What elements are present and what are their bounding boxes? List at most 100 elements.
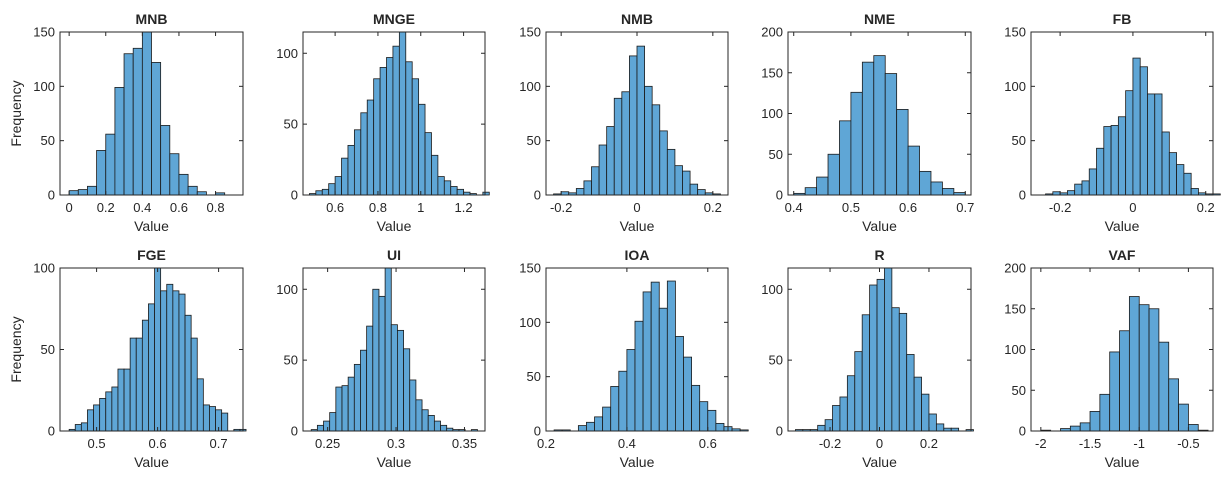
axes-box-mnb (59, 31, 244, 196)
histogram-bar-mnge-8 (360, 112, 368, 196)
histogram-bar-ui-6 (347, 376, 355, 432)
histogram-bar-fge-22 (202, 404, 210, 432)
histogram-bar-nme-2 (816, 176, 829, 196)
histogram-bar-r-11 (876, 278, 885, 432)
histogram-bar-nme-7 (873, 55, 886, 196)
histogram-bar-fb-10 (1117, 116, 1127, 196)
histogram-bar-mnge-27 (482, 191, 490, 196)
histogram-bar-fb-23 (1212, 193, 1221, 196)
histogram-bar-fb-16 (1161, 131, 1170, 196)
histogram-bar-nme-5 (850, 91, 863, 196)
y-tick-label-ui: 0 (291, 424, 298, 439)
x-axis-label-nmb: Value (620, 218, 655, 234)
histogram-bar-vaf-9 (1128, 296, 1140, 432)
histogram-bar-nme-9 (896, 109, 909, 196)
y-tick-label-fb: 0 (1019, 188, 1026, 203)
histogram-bar-mnb-9 (151, 62, 162, 196)
histogram-bar-nmb-8 (613, 97, 623, 196)
histogram-bar-ui-12 (384, 267, 392, 432)
histogram-bar-r-6 (839, 396, 848, 432)
histogram-bar-ui-10 (372, 288, 380, 432)
y-axis-label-mnb: Frequency (8, 80, 24, 146)
x-tick-label-mnb: 0.6 (170, 200, 188, 215)
y-tick-label-vaf: 100 (1004, 342, 1026, 357)
histogram-bar-ui-7 (353, 363, 361, 432)
histogram-bar-ioa-3 (577, 425, 587, 432)
histogram-bar-ui-17 (415, 399, 423, 432)
histogram-bar-ioa-7 (610, 386, 620, 432)
x-tick-label-mnb: 0.2 (97, 200, 115, 215)
chart-title-nme: NME (864, 11, 895, 27)
histogram-bar-mnge-5 (341, 157, 349, 196)
histogram-bar-mnge-22 (450, 186, 458, 196)
histogram-bar-fb-4 (1074, 183, 1083, 196)
x-tick-label-r: 0 (876, 436, 883, 451)
chart-title-r: R (874, 247, 884, 263)
histogram-bar-r-8 (854, 351, 863, 432)
histogram-bar-mnge-10 (373, 78, 381, 196)
histogram-bar-ui-5 (341, 385, 349, 432)
histogram-bar-nmb-10 (629, 55, 638, 196)
histogram-bar-mnb-0 (68, 190, 79, 196)
histogram-bar-vaf-11 (1148, 308, 1160, 432)
histogram-bar-ui-4 (335, 386, 343, 432)
histogram-bar-fb-20 (1190, 188, 1199, 196)
x-tick-label-mnb: 0 (66, 200, 73, 215)
histogram-bar-ioa-18 (699, 401, 709, 432)
histogram-bar-fge-3 (87, 409, 94, 432)
histogram-bar-ui-9 (366, 325, 374, 432)
histogram-bar-vaf-6 (1099, 393, 1111, 432)
histogram-bar-vaf-4 (1079, 422, 1091, 432)
y-tick-label-vaf: 50 (1012, 383, 1026, 398)
chart-title-ioa: IOA (625, 247, 650, 263)
histogram-bar-fge-10 (129, 337, 137, 432)
histogram-bar-ioa-13 (658, 307, 668, 432)
histogram-bar-nmb-15 (666, 148, 676, 196)
histogram-bar-vaf-3 (1069, 425, 1081, 432)
histogram-bar-mnb-13 (187, 185, 198, 196)
histogram-bar-ioa-20 (715, 422, 725, 432)
y-tick-label-nmb: 100 (519, 79, 541, 94)
x-tick-label-ioa: 0.6 (699, 436, 717, 451)
histogram-bar-ui-16 (409, 379, 417, 432)
histogram-bar-fb-17 (1168, 152, 1177, 196)
histogram-bar-nme-10 (907, 145, 920, 196)
histogram-bar-nme-4 (839, 120, 852, 196)
histogram-bar-vaf-14 (1178, 403, 1189, 432)
histogram-bar-nmb-14 (659, 130, 668, 196)
histogram-bar-mnb-10 (160, 125, 171, 196)
x-tick-label-r: -0.2 (819, 436, 841, 451)
histogram-bar-nmb-11 (636, 45, 645, 196)
histogram-bar-ioa-6 (602, 406, 612, 432)
histogram-bar-nmb-5 (591, 166, 600, 196)
histogram-bar-fge-18 (178, 293, 186, 432)
y-tick-label-vaf: 0 (1019, 424, 1026, 439)
axes-box-ui (302, 267, 486, 432)
histogram-bar-ioa-9 (626, 349, 636, 432)
histogram-bar-fb-11 (1125, 90, 1134, 196)
histogram-bar-ui-21 (440, 424, 448, 432)
histogram-bar-r-7 (846, 375, 856, 432)
histogram-bar-fb-8 (1103, 126, 1112, 196)
histogram-bar-nmb-9 (621, 91, 630, 196)
histogram-bar-mnb-8 (141, 31, 152, 196)
x-tick-label-ui: 0.35 (452, 436, 477, 451)
histogram-bar-ui-14 (397, 329, 404, 432)
histogram-bar-r-19 (935, 423, 945, 432)
histogram-bar-fb-12 (1132, 57, 1141, 196)
histogram-bar-vaf-5 (1089, 411, 1101, 432)
histogram-bar-ioa-14 (666, 280, 676, 432)
y-tick-label-fb: 100 (1004, 79, 1026, 94)
x-axis-label-fge: Value (134, 454, 169, 470)
x-tick-label-ioa: 0.4 (618, 436, 636, 451)
x-tick-label-mnge: 0.8 (369, 200, 387, 215)
histogram-bar-nme-8 (884, 73, 898, 196)
histogram-bar-r-17 (921, 393, 930, 432)
y-tick-label-ioa: 0 (534, 424, 541, 439)
x-tick-label-nmb: 0 (633, 200, 640, 215)
x-axis-label-ui: Value (377, 454, 412, 470)
y-tick-label-mnb: 0 (48, 188, 55, 203)
histogram-bar-nme-3 (827, 153, 840, 196)
y-tick-label-r: 0 (776, 424, 783, 439)
y-tick-label-nmb: 0 (534, 188, 541, 203)
